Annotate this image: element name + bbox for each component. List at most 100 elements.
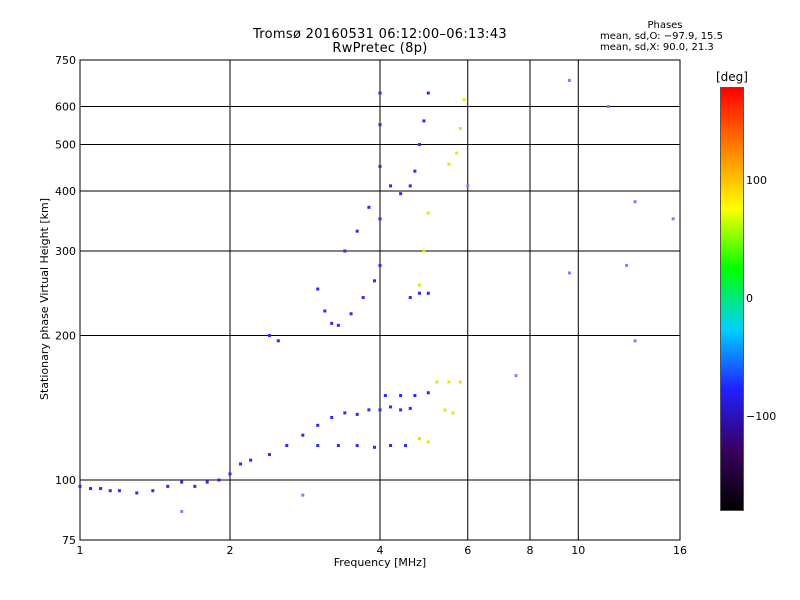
data-point-noise: [301, 493, 305, 497]
y-tick-label: 75: [62, 534, 76, 547]
data-point-X: [426, 211, 430, 215]
data-point-O: [361, 296, 365, 300]
data-point-O: [413, 394, 417, 398]
phase-stats: Phases mean, sd,O: −97.9, 15.5 mean, sd,…: [600, 20, 730, 53]
data-point-X: [462, 98, 466, 102]
data-point-O: [78, 484, 82, 488]
y-tick-label: 400: [55, 185, 76, 198]
chart-title-line1: Tromsø 20160531 06:12:00–06:13:43: [252, 27, 508, 42]
colorbar-tick-label: 0: [746, 292, 753, 305]
data-point-O: [426, 91, 430, 95]
data-point-O: [180, 480, 184, 484]
data-point-noise: [625, 263, 629, 267]
y-tick-label: 500: [55, 139, 76, 152]
x-tick-label: 16: [673, 544, 687, 557]
data-point-O: [336, 444, 340, 448]
phase-stats-x: mean, sd,X: 90.0, 21.3: [600, 42, 714, 53]
data-point-O: [217, 478, 221, 482]
y-tick-label: 600: [55, 101, 76, 114]
data-point-noise: [607, 105, 611, 109]
y-axis-label: Stationary phase Virtual Height [km]: [38, 197, 51, 400]
data-point-O: [367, 408, 371, 412]
data-point-O: [108, 489, 112, 493]
data-point-X: [458, 126, 462, 130]
data-point-X: [422, 249, 426, 253]
data-point-O: [378, 408, 382, 412]
phase-stats-title: Phases: [647, 20, 683, 31]
data-point-O: [330, 321, 334, 325]
data-point-O: [336, 323, 340, 327]
data-point-O: [285, 444, 289, 448]
data-point-O: [383, 394, 387, 398]
x-tick-label: 1: [77, 544, 84, 557]
data-point-noise: [567, 271, 571, 275]
colorbar-title: [deg]: [716, 70, 748, 84]
data-point-O: [193, 484, 197, 488]
y-tick-label: 300: [55, 245, 76, 258]
data-point-O: [316, 287, 320, 291]
data-point-O: [378, 263, 382, 267]
data-point-X: [435, 380, 439, 384]
data-point-X: [417, 283, 421, 287]
data-point-X: [447, 380, 451, 384]
data-point-O: [373, 445, 377, 449]
data-point-O: [378, 164, 382, 168]
data-point-O: [378, 91, 382, 95]
data-point-noise: [466, 184, 470, 188]
x-tick-label: 4: [377, 544, 384, 557]
data-point-O: [378, 123, 382, 127]
data-point-O: [343, 411, 347, 415]
y-tick-label: 750: [55, 54, 76, 67]
data-point-O: [205, 480, 209, 484]
data-point-O: [276, 339, 280, 343]
data-point-O: [378, 217, 382, 221]
y-tick-label: 100: [55, 474, 76, 487]
data-point-O: [389, 444, 393, 448]
data-point-O: [417, 143, 421, 147]
data-point-O: [99, 487, 103, 491]
data-point-O: [355, 412, 359, 416]
y-tick-label: 200: [55, 330, 76, 343]
data-point-O: [389, 184, 393, 188]
chart-title-line2: RwPretec (8p): [332, 41, 428, 56]
data-point-O: [389, 405, 393, 409]
data-point-O: [426, 391, 430, 395]
x-tick-label: 8: [527, 544, 534, 557]
data-point-O: [413, 169, 417, 173]
data-point-X: [455, 151, 459, 155]
colorbar-tick-label: −100: [746, 409, 777, 423]
data-point-O: [355, 229, 359, 233]
data-point-X: [447, 162, 451, 166]
x-axis-label: Frequency [MHz]: [333, 556, 427, 569]
data-point-O: [408, 296, 412, 300]
data-point-O: [399, 408, 403, 412]
data-point-X: [458, 380, 462, 384]
data-point-X: [417, 437, 421, 441]
data-point-O: [267, 453, 271, 457]
data-point-noise: [671, 217, 675, 221]
data-point-O: [408, 406, 412, 410]
data-point-O: [323, 309, 327, 313]
data-point-O: [239, 462, 243, 466]
data-point-O: [349, 312, 353, 316]
data-point-O: [316, 423, 320, 427]
data-point-O: [117, 489, 121, 493]
data-point-O: [426, 291, 430, 295]
data-point-noise: [180, 509, 184, 513]
data-point-O: [422, 119, 426, 123]
data-point-O: [373, 279, 377, 283]
data-point-noise: [633, 339, 637, 343]
data-point-noise: [514, 374, 518, 378]
phase-stats-o: mean, sd,O: −97.9, 15.5: [600, 31, 723, 42]
data-point-O: [403, 444, 407, 448]
data-point-X: [443, 408, 447, 412]
x-tick-label: 6: [464, 544, 471, 557]
data-point-O: [316, 444, 320, 448]
data-point-O: [355, 444, 359, 448]
data-point-O: [135, 491, 139, 495]
x-tick-label: 2: [227, 544, 234, 557]
data-point-O: [301, 433, 305, 437]
colorbar-tick-label: 100: [746, 174, 767, 188]
data-point-O: [408, 184, 412, 188]
